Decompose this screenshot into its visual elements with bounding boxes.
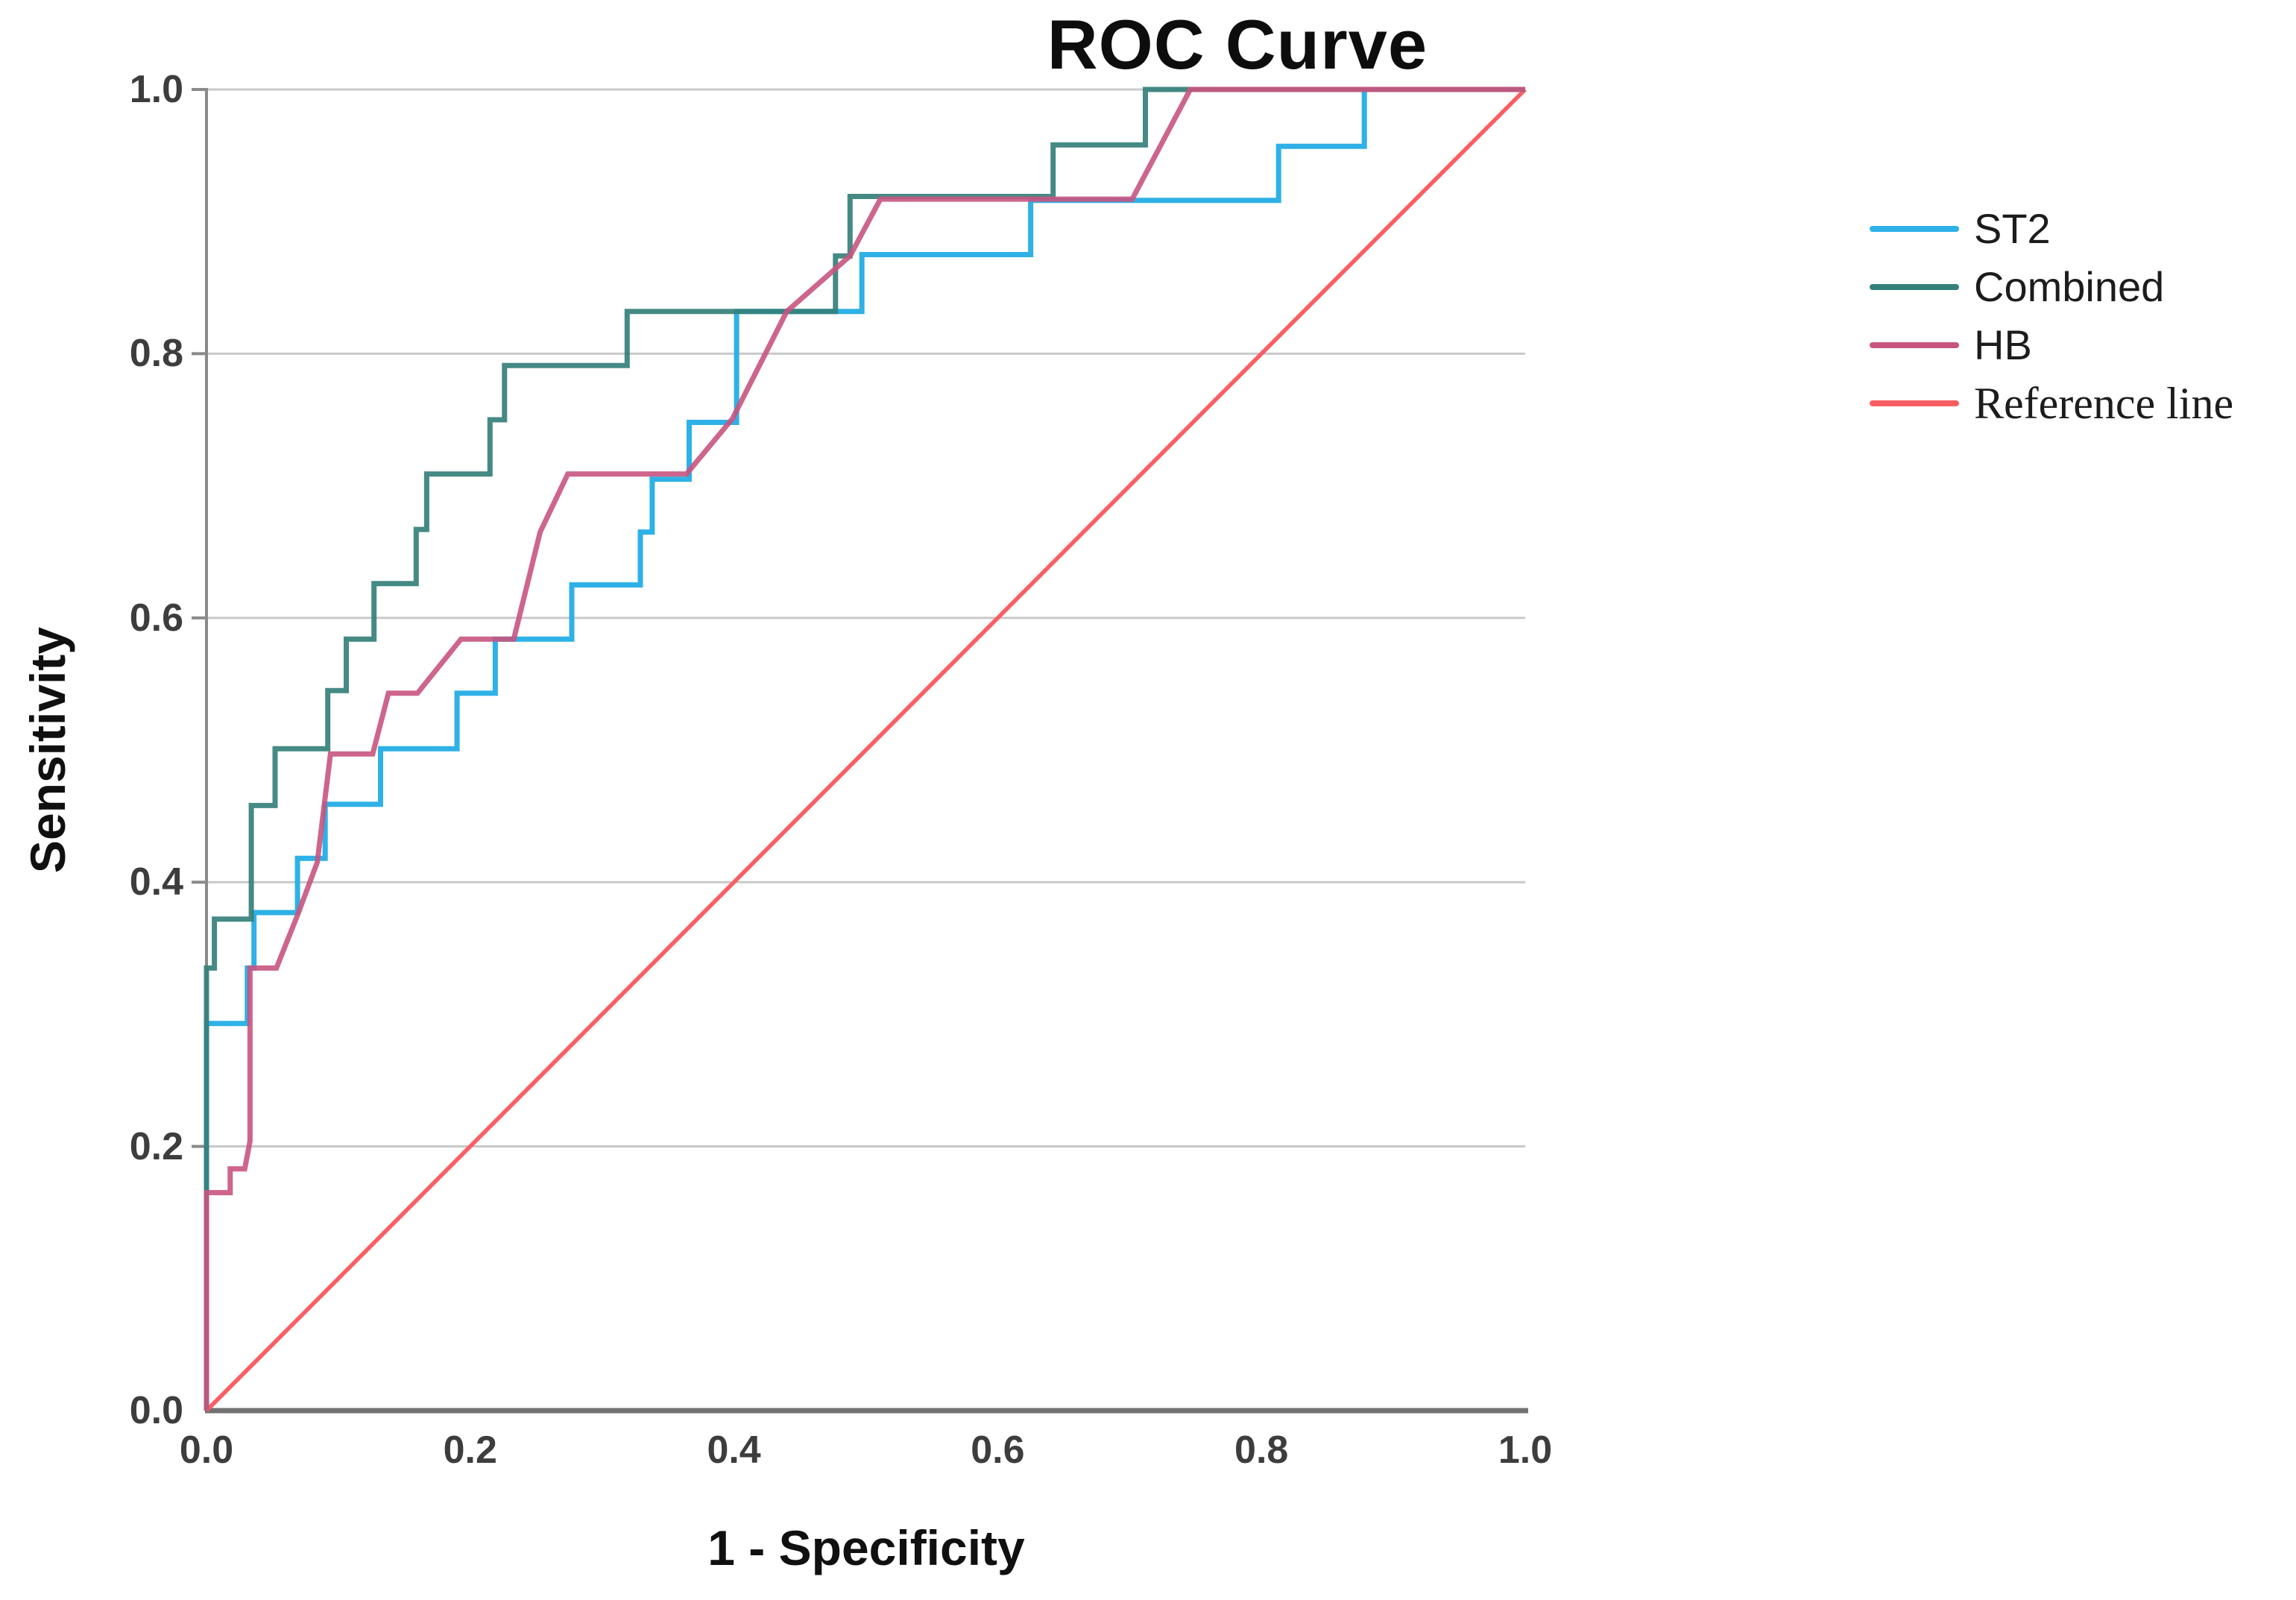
legend-item-hb: HB <box>1870 316 2233 374</box>
legend-item-combined: Combined <box>1870 258 2233 316</box>
x-tick-label-0.4: 0.4 <box>707 1429 761 1472</box>
x-tick-label-0.8: 0.8 <box>1234 1429 1289 1472</box>
series-line-st2 <box>204 86 1525 1411</box>
chart-title: ROC Curve <box>1047 5 1428 84</box>
y-tick-label-0.0: 0.0 <box>129 1389 183 1432</box>
x-tick-label-0.0: 0.0 <box>179 1429 234 1472</box>
legend-swatch-icon <box>1870 400 1959 406</box>
y-tick-label-0.8: 0.8 <box>129 332 183 376</box>
legend-label: ST2 <box>1974 205 2051 252</box>
legend-swatch-icon <box>1870 284 1959 290</box>
legend-label: Reference line <box>1974 379 2234 428</box>
x-tick-label-0.6: 0.6 <box>971 1429 1025 1472</box>
legend-swatch-icon <box>1870 226 1959 232</box>
legend: ST2 Combined HB Reference line <box>1870 200 2233 432</box>
x-tick-label-0.2: 0.2 <box>443 1429 497 1472</box>
legend-item-st2: ST2 <box>1870 200 2233 258</box>
legend-label: Combined <box>1974 263 2165 310</box>
legend-swatch-icon <box>1870 342 1959 348</box>
series-line-hb <box>204 86 1525 1411</box>
y-tick-label-0.4: 0.4 <box>129 860 183 904</box>
x-tick-label-1.0: 1.0 <box>1498 1429 1553 1472</box>
y-tick-label-0.2: 0.2 <box>129 1124 183 1168</box>
y-tick-label-0.6: 0.6 <box>129 596 183 640</box>
y-axis-title: Sensitivity <box>20 626 75 874</box>
legend-item-reference-line: Reference line <box>1870 374 2233 432</box>
gridlines <box>206 88 1525 1148</box>
x-axis-title: 1 - Specificity <box>707 1520 1025 1575</box>
series-line-combined <box>204 86 1525 1411</box>
roc-curves <box>204 86 1527 1412</box>
y-tick-label-1.0: 1.0 <box>129 68 183 111</box>
legend-label: HB <box>1974 321 2032 368</box>
series-line-reference-line <box>205 88 1527 1412</box>
